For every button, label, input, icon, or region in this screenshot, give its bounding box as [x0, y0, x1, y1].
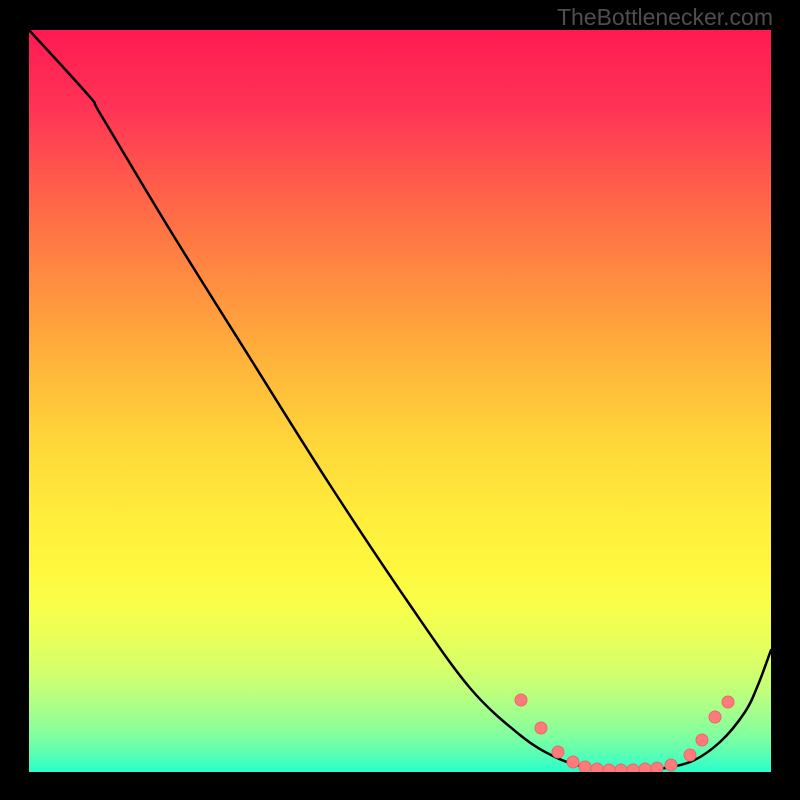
curve-marker	[684, 749, 696, 761]
watermark-text: TheBottlenecker.com	[557, 4, 773, 31]
curve-marker	[535, 722, 547, 734]
curve-marker	[651, 762, 663, 772]
curve-marker	[709, 711, 721, 723]
curve-marker	[627, 764, 639, 772]
bottleneck-curve	[29, 30, 771, 771]
curve-marker	[567, 756, 579, 768]
curve-marker	[665, 759, 677, 771]
curve-marker	[515, 694, 527, 706]
curve-marker	[591, 763, 603, 772]
curve-marker	[579, 761, 591, 772]
curve-marker	[552, 746, 564, 758]
curve-marker	[696, 734, 708, 746]
curve-marker	[603, 764, 615, 772]
curve-marker	[722, 696, 734, 708]
curve-marker	[639, 763, 651, 772]
marker-group	[515, 694, 734, 772]
curve-marker	[615, 764, 627, 772]
overlay-svg	[29, 30, 771, 772]
heatmap-panel	[29, 30, 771, 772]
